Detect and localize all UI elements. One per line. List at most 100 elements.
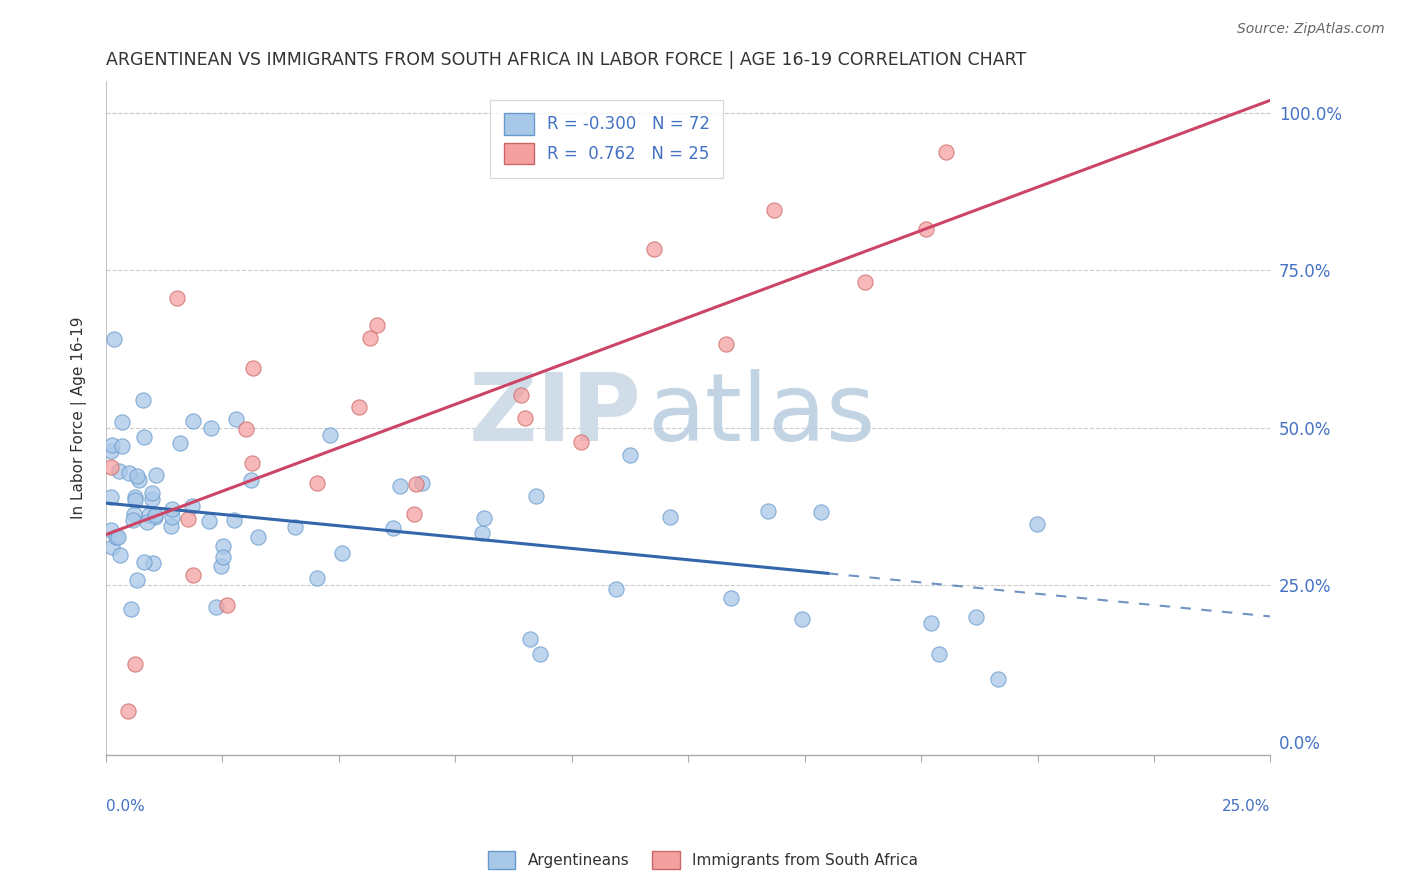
Point: [246, 530, 269, 544]
Point: [225, 412, 247, 426]
Point: [107, 465, 129, 479]
Point: [121, 601, 143, 615]
Point: [658, 510, 681, 524]
Legend: R = -0.300   N = 72, R =  0.762   N = 25: R = -0.300 N = 72, R = 0.762 N = 25: [491, 100, 723, 178]
Point: [853, 275, 876, 289]
Point: [235, 422, 257, 436]
Point: [571, 434, 593, 449]
Point: [318, 427, 340, 442]
Point: [162, 502, 184, 516]
Point: [359, 331, 381, 345]
Point: [101, 438, 124, 452]
Point: [762, 202, 785, 217]
Point: [965, 610, 987, 624]
Point: [211, 549, 233, 564]
Point: [330, 545, 353, 559]
Point: [714, 336, 737, 351]
Point: [100, 490, 122, 504]
Point: [134, 430, 156, 444]
Point: [128, 473, 150, 487]
Point: [131, 392, 153, 407]
Point: [118, 467, 141, 481]
Point: [181, 413, 204, 427]
Point: [181, 499, 204, 513]
Point: [141, 491, 163, 506]
Point: [103, 332, 125, 346]
Point: [124, 657, 146, 671]
Point: [166, 291, 188, 305]
Point: [987, 673, 1010, 687]
Point: [122, 507, 145, 521]
Point: [132, 555, 155, 569]
Text: 25.0%: 25.0%: [1222, 798, 1271, 814]
Point: [145, 467, 167, 482]
Point: [209, 558, 232, 573]
Point: [100, 444, 122, 458]
Point: [100, 540, 122, 554]
Point: [117, 704, 139, 718]
Point: [402, 507, 425, 521]
Point: [169, 435, 191, 450]
Point: [381, 521, 404, 535]
Point: [305, 571, 328, 585]
Point: [204, 599, 226, 614]
Point: [121, 513, 143, 527]
Point: [108, 549, 131, 563]
Point: [519, 632, 541, 646]
Point: [472, 511, 495, 525]
Point: [160, 509, 183, 524]
Point: [389, 479, 412, 493]
Point: [110, 439, 132, 453]
Legend: Argentineans, Immigrants from South Africa: Argentineans, Immigrants from South Afri…: [482, 845, 924, 875]
Point: [411, 476, 433, 491]
Point: [242, 361, 264, 376]
Point: [524, 490, 547, 504]
Y-axis label: In Labor Force | Age 16-19: In Labor Force | Age 16-19: [72, 317, 87, 519]
Point: [643, 243, 665, 257]
Text: 0.0%: 0.0%: [105, 798, 145, 814]
Point: [240, 456, 263, 470]
Point: [529, 648, 551, 662]
Point: [100, 459, 122, 474]
Point: [124, 490, 146, 504]
Point: [349, 401, 371, 415]
Point: [920, 616, 942, 631]
Point: [510, 388, 533, 402]
Point: [619, 448, 641, 462]
Point: [111, 416, 134, 430]
Text: ARGENTINEAN VS IMMIGRANTS FROM SOUTH AFRICA IN LABOR FORCE | AGE 16-19 CORRELATI: ARGENTINEAN VS IMMIGRANTS FROM SOUTH AFR…: [105, 51, 1026, 69]
Point: [160, 519, 183, 533]
Point: [100, 524, 122, 538]
Point: [810, 505, 832, 519]
Point: [790, 612, 813, 626]
Point: [124, 492, 146, 507]
Point: [200, 421, 222, 435]
Point: [138, 508, 160, 522]
Point: [224, 513, 246, 527]
Point: [515, 410, 537, 425]
Point: [104, 530, 127, 544]
Point: [142, 557, 165, 571]
Point: [240, 473, 263, 487]
Point: [125, 469, 148, 483]
Point: [928, 648, 950, 662]
Point: [720, 591, 742, 606]
Point: [177, 512, 200, 526]
Point: [107, 530, 129, 544]
Point: [143, 510, 166, 524]
Point: [217, 598, 239, 612]
Point: [915, 222, 938, 236]
Point: [197, 514, 219, 528]
Text: atlas: atlas: [648, 368, 876, 461]
Point: [471, 526, 494, 541]
Point: [756, 504, 779, 518]
Point: [183, 567, 205, 582]
Point: [935, 145, 957, 159]
Point: [1025, 517, 1047, 532]
Text: Source: ZipAtlas.com: Source: ZipAtlas.com: [1237, 22, 1385, 37]
Point: [366, 318, 388, 332]
Point: [145, 508, 167, 522]
Point: [135, 515, 157, 529]
Point: [212, 539, 235, 553]
Point: [141, 486, 163, 500]
